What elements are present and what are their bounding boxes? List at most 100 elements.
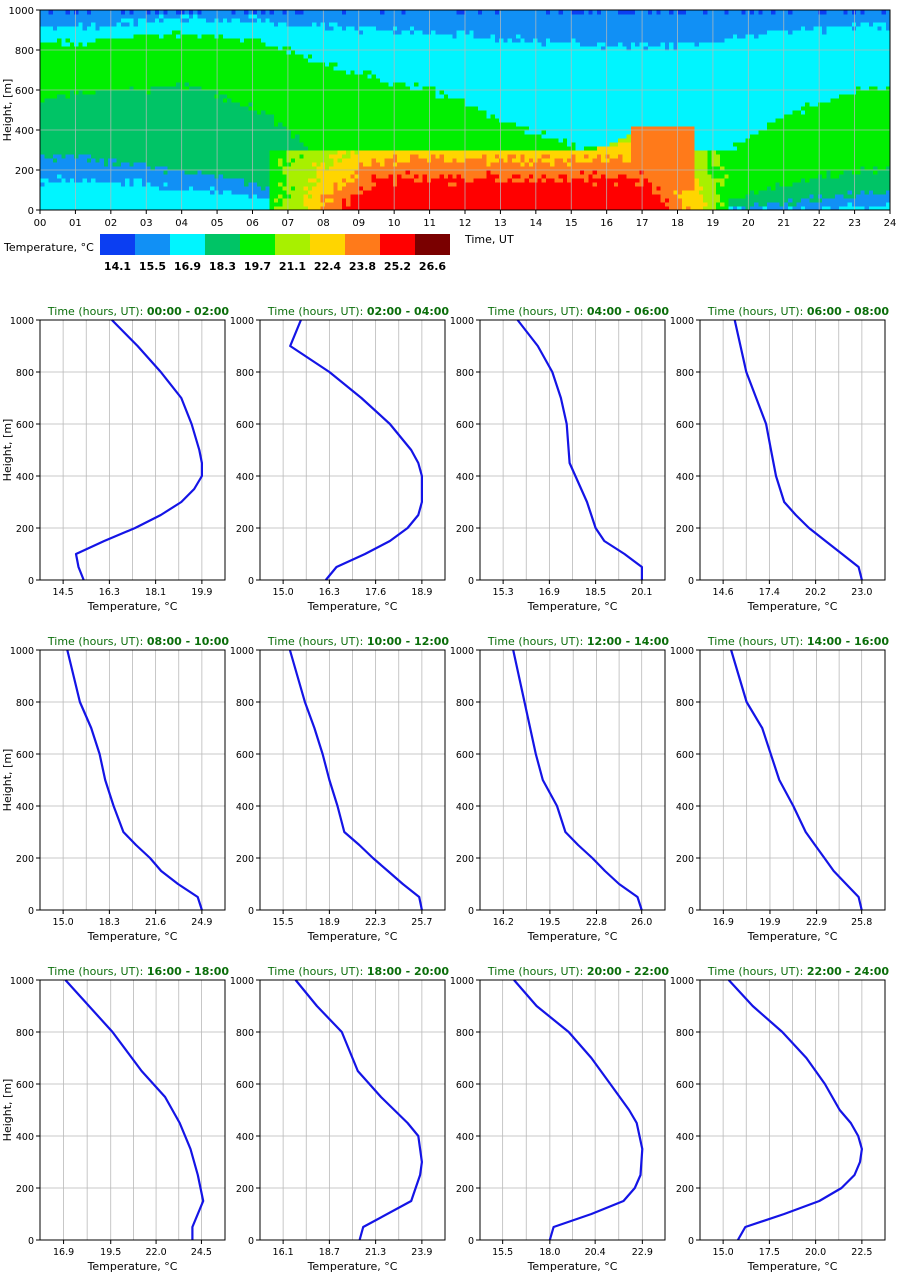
heatmap-cell — [346, 126, 351, 131]
heatmap-cell — [346, 134, 351, 139]
heatmap-cell — [82, 38, 88, 43]
heatmap-cell — [61, 10, 67, 15]
heatmap-cell — [290, 90, 296, 95]
heatmap-cell — [273, 134, 279, 139]
heatmap-cell — [48, 10, 54, 15]
heatmap-cell — [397, 86, 402, 91]
heatmap-cell — [367, 42, 373, 47]
heatmap-cell — [269, 46, 275, 51]
heatmap-cell — [431, 98, 436, 103]
heatmap-cell — [460, 86, 466, 91]
heatmap-cell — [278, 50, 283, 55]
heatmap-cell — [214, 70, 220, 75]
heatmap-cell — [431, 134, 436, 139]
heatmap-cell — [397, 106, 402, 111]
heatmap-cell — [218, 26, 224, 31]
heatmap-cell — [299, 198, 305, 203]
heatmap-cell — [426, 70, 432, 75]
heatmap-cell — [460, 90, 466, 95]
heatmap-cell — [52, 90, 58, 95]
heatmap-cell — [312, 182, 317, 187]
heatmap-cell — [350, 158, 356, 163]
heatmap-cell — [239, 146, 245, 151]
heatmap-cell — [235, 46, 241, 51]
heatmap-cell — [116, 38, 122, 43]
heatmap-cell — [324, 38, 330, 43]
heatmap-cell — [218, 190, 224, 195]
heatmap-cell — [78, 126, 84, 131]
heatmap-cell — [91, 34, 96, 39]
heatmap-cell — [227, 58, 232, 63]
heatmap-cell — [48, 154, 54, 159]
heatmap-cell — [388, 186, 394, 191]
heatmap-cell — [324, 122, 330, 127]
heatmap-cell — [388, 74, 394, 79]
heatmap-cell — [69, 46, 75, 51]
heatmap-cell — [422, 30, 428, 35]
heatmap-cell — [125, 206, 130, 211]
heatmap-cell — [397, 94, 402, 99]
heatmap-cell — [86, 50, 92, 55]
heatmap-cell — [142, 186, 147, 191]
heatmap-cell — [333, 10, 339, 15]
heatmap-cell — [358, 146, 364, 151]
heatmap-cell — [146, 202, 152, 207]
heatmap-cell — [443, 46, 449, 51]
heatmap-cell — [439, 206, 445, 211]
heatmap-cell — [375, 174, 381, 179]
heatmap-cell — [295, 174, 300, 179]
heatmap-cell — [188, 46, 194, 51]
heatmap-cell — [239, 198, 245, 203]
heatmap-cell — [184, 90, 190, 95]
heatmap-cell — [316, 106, 322, 111]
heatmap-cell — [384, 106, 390, 111]
heatmap-cell — [65, 30, 71, 35]
heatmap-cell — [52, 18, 58, 23]
heatmap-cell — [269, 34, 275, 39]
heatmap-cell — [422, 166, 428, 171]
heatmap-cell — [422, 146, 428, 151]
heatmap-cell — [282, 94, 288, 99]
heatmap-cell — [265, 206, 271, 211]
heatmap-cell — [120, 58, 126, 63]
heatmap-cell — [295, 18, 300, 23]
heatmap-cell — [337, 78, 343, 83]
heatmap-cell — [341, 126, 347, 131]
heatmap-cell — [324, 190, 330, 195]
heatmap-cell — [78, 162, 84, 167]
heatmap-cell — [218, 10, 224, 15]
heatmap-cell — [180, 66, 186, 71]
heatmap-cell — [163, 42, 169, 47]
heatmap-cell — [150, 126, 156, 131]
heatmap-cell — [341, 50, 347, 55]
heatmap-cell — [78, 194, 84, 199]
heatmap-cell — [201, 122, 207, 127]
heatmap-cell — [231, 30, 237, 35]
heatmap-cell — [61, 126, 67, 131]
heatmap-cell — [371, 194, 377, 199]
heatmap-cell — [414, 174, 419, 179]
heatmap-cell — [167, 178, 173, 183]
heatmap-cell — [52, 26, 58, 31]
heatmap-cell — [205, 150, 211, 155]
heatmap-cell — [116, 70, 122, 75]
heatmap-cell — [201, 186, 207, 191]
heatmap-cell — [329, 58, 334, 63]
heatmap-cell — [103, 158, 109, 163]
heatmap-cell — [40, 126, 45, 131]
heatmap-cell — [384, 22, 390, 27]
heatmap-cell — [44, 42, 50, 47]
heatmap-cell — [214, 202, 220, 207]
heatmap-cell — [392, 166, 398, 171]
heatmap-cell — [184, 30, 190, 35]
heatmap-cell — [409, 186, 415, 191]
heatmap-cell — [218, 82, 224, 87]
heatmap-cell — [388, 206, 394, 211]
heatmap-cell — [448, 158, 453, 163]
heatmap-cell — [401, 62, 407, 67]
heatmap-cell — [324, 86, 330, 91]
heatmap-cell — [248, 150, 254, 155]
heatmap-cell — [103, 114, 109, 119]
heatmap-cell — [329, 206, 334, 211]
heatmap-cell — [205, 82, 211, 87]
